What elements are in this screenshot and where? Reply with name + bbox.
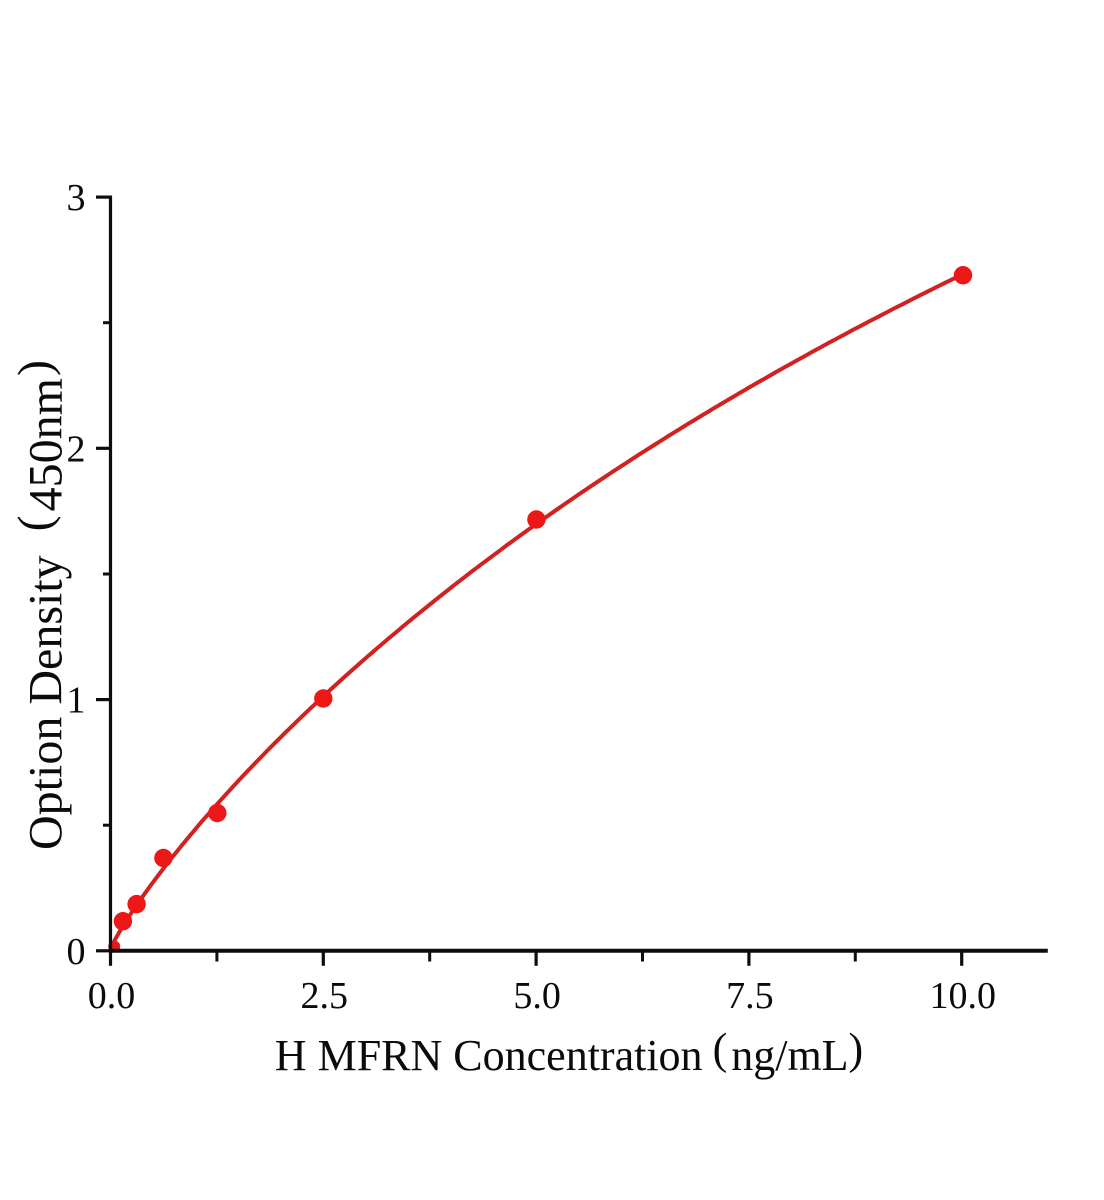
svg-text:7.5: 7.5 <box>726 975 774 1017</box>
svg-text:0.0: 0.0 <box>88 975 136 1017</box>
svg-text:H MFRN Concentration(ng/mL): H MFRN Concentration (ng/mL) <box>275 1025 863 1081</box>
svg-text:3: 3 <box>67 177 86 219</box>
svg-text:0: 0 <box>67 931 86 973</box>
svg-text:10.0: 10.0 <box>929 975 996 1017</box>
svg-text:2: 2 <box>67 428 86 470</box>
svg-text:2.5: 2.5 <box>301 975 349 1017</box>
svg-text:1: 1 <box>67 680 86 722</box>
svg-text:Option Density(450nm): Option Density(450nm) <box>9 360 73 850</box>
svg-text:5.0: 5.0 <box>513 975 561 1017</box>
